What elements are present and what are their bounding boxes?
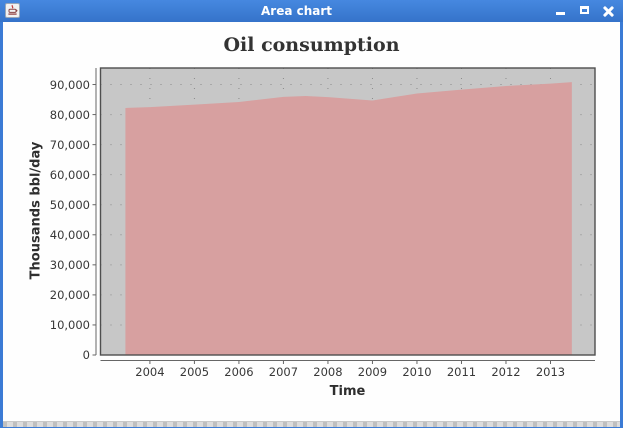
y-tick-label: 70,000 — [49, 137, 90, 152]
y-tick-label: 20,000 — [49, 287, 90, 302]
y-tick-label: 10,000 — [49, 317, 90, 332]
chart-title: Oil consumption — [223, 34, 400, 56]
window-titlebar[interactable]: Area chart — [0, 0, 623, 22]
minimize-icon — [556, 12, 565, 15]
y-tick-label: 90,000 — [49, 77, 90, 92]
maximize-icon — [580, 6, 589, 14]
java-coffee-icon — [5, 3, 20, 18]
y-tick-label: 40,000 — [49, 227, 90, 242]
y-tick-label: 30,000 — [49, 257, 90, 272]
close-button[interactable] — [601, 3, 617, 19]
x-tick-label: 2011 — [446, 365, 477, 379]
y-tick-label: 50,000 — [49, 197, 90, 212]
chart-panel: Oil consumption 0 10,000 20,000 30,000 40,00… — [3, 22, 620, 421]
x-tick-label: 2005 — [179, 365, 210, 379]
y-tick-label: 60,000 — [49, 167, 90, 182]
y-tick-label: 80,000 — [49, 107, 90, 122]
x-tick-label: 2013 — [535, 365, 566, 379]
y-axis-title: Thousands bbl/day — [28, 141, 44, 280]
x-tick-label: 2009 — [357, 365, 388, 379]
x-tick-label: 2007 — [268, 365, 299, 379]
x-tick-label: 2004 — [135, 365, 165, 379]
window-controls — [553, 0, 617, 22]
window-resize-strip[interactable] — [3, 421, 620, 427]
area-chart-plot — [92, 67, 596, 364]
window-title: Area chart — [260, 4, 333, 18]
x-tick-label: 2006 — [224, 365, 254, 379]
x-tick-label: 2008 — [313, 365, 343, 379]
x-tick-label: 2010 — [402, 365, 432, 379]
maximize-button[interactable] — [577, 3, 593, 19]
y-tick-label: 0 — [82, 348, 90, 362]
minimize-button[interactable] — [553, 3, 569, 19]
x-tick-label: 2012 — [491, 365, 521, 379]
x-axis-title: Time — [329, 384, 366, 399]
